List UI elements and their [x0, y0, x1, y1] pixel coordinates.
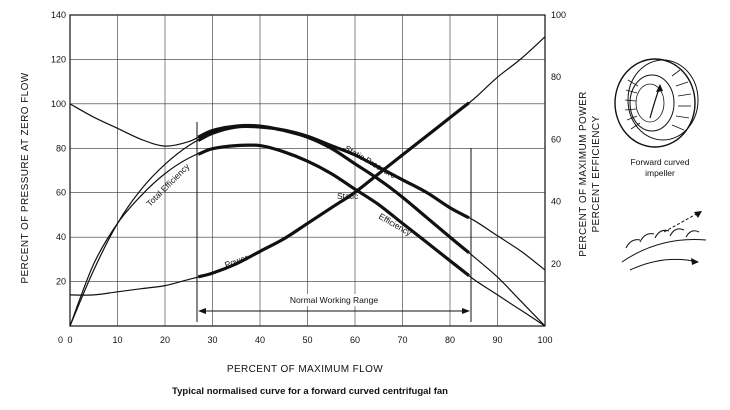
curves [69, 36, 546, 327]
blade-detail-illustration [621, 211, 707, 271]
curve-total-efficiency-working-range [197, 124, 470, 220]
range-arrow-right [462, 308, 470, 314]
range-arrow-left [198, 308, 206, 314]
curve-static-efficiency-working-range [197, 143, 470, 277]
impeller-label-line1: Forward curved [630, 157, 689, 167]
x-axis-title: PERCENT OF MAXIMUM FLOW [227, 364, 383, 375]
right-y-tick-label: 40 [551, 197, 561, 207]
curve-label: Efficiency [377, 211, 414, 238]
left-y-tick-label: 60 [56, 188, 66, 198]
x-tick-label: 10 [112, 335, 122, 345]
normal-working-range: Normal Working Range [196, 122, 472, 322]
x-tick-label: 20 [160, 335, 170, 345]
x-tick-label: 30 [207, 335, 217, 345]
x-tick-label: 80 [445, 335, 455, 345]
x-tick-label: 60 [350, 335, 360, 345]
right-y-tick-label: 20 [551, 259, 561, 269]
right-y-tick-label: 100 [551, 10, 566, 20]
x-tick-label: 50 [302, 335, 312, 345]
left-y-tick-label: 140 [51, 10, 66, 20]
left-y-tick-label: 100 [51, 99, 66, 109]
left-y-tick-label: 20 [56, 277, 66, 287]
left-y-tick-label: 120 [51, 54, 66, 64]
left-y-tick-label: 80 [56, 143, 66, 153]
right-y-tick-label: 80 [551, 72, 561, 82]
x-tick-label: 90 [492, 335, 502, 345]
right-y-tick-label: 60 [551, 134, 561, 144]
x-tick-label: 40 [255, 335, 265, 345]
curve-label: Static [337, 191, 359, 201]
curve-label: Power [223, 252, 249, 270]
figure-caption: Typical normalised curve for a forward c… [172, 386, 448, 397]
left-y-axis-title: PERCENT OF PRESSURE AT ZERO FLOW [20, 72, 31, 283]
origin-tick-label: 0 [58, 335, 63, 345]
grid [69, 14, 546, 327]
normal-working-range-label: Normal Working Range [290, 295, 378, 305]
right-y-axis-title-1: PERCENT OF MAXIMUM POWER [578, 91, 589, 257]
x-tick-label: 0 [67, 335, 72, 345]
impeller-illustration: Forward curved impeller [614, 58, 699, 178]
x-tick-label: 100 [537, 335, 552, 345]
x-tick-label: 70 [397, 335, 407, 345]
curve-power-working-range [197, 101, 470, 279]
right-y-axis-title-2: PERCENT EFFICIENCY [591, 115, 602, 232]
left-y-tick-label: 40 [56, 232, 66, 242]
tick-labels: 0 10 20 30 40 50 60 70 80 90 100 20 40 60 80 100 120 140 0… [51, 10, 566, 345]
impeller-label-line2: impeller [645, 168, 675, 178]
